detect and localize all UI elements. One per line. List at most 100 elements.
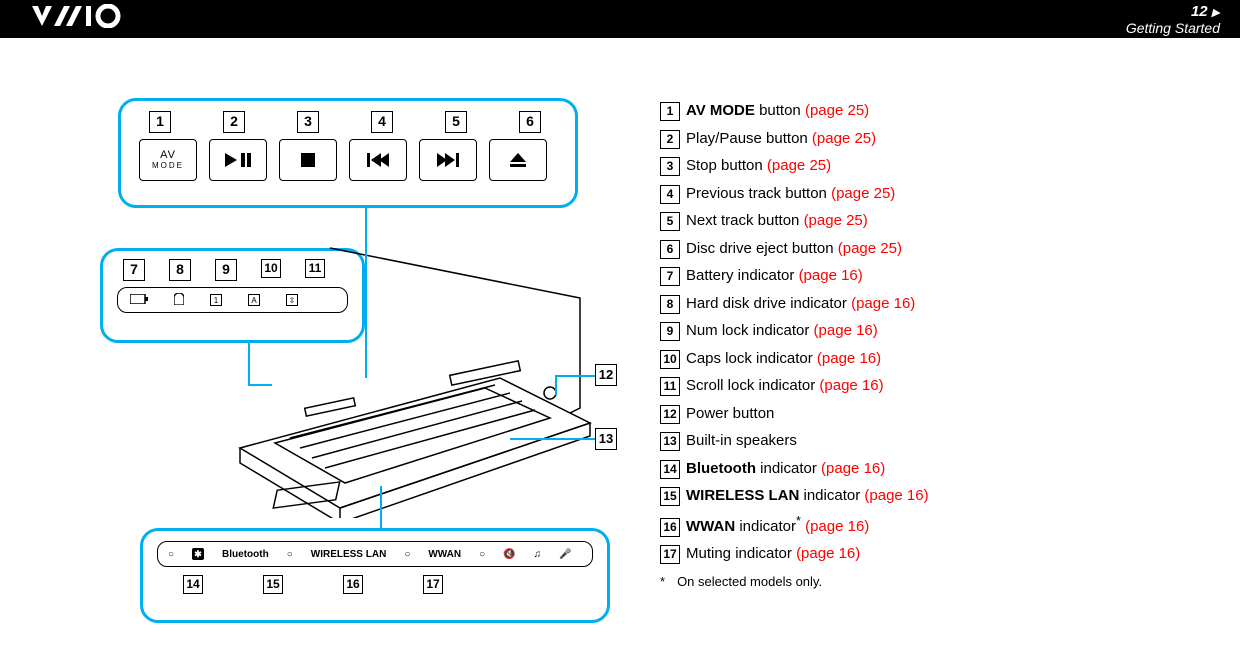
legend-text: Bluetooth indicator (page 16) bbox=[686, 456, 885, 482]
legend-num: 11 bbox=[660, 377, 680, 396]
legend-text: Muting indicator (page 16) bbox=[686, 541, 860, 567]
legend-num: 17 bbox=[660, 545, 680, 564]
legend-row: 7 Battery indicator (page 16) bbox=[660, 263, 1200, 289]
num-16: 16 bbox=[343, 575, 363, 594]
legend-num: 13 bbox=[660, 432, 680, 451]
legend-text: Disc drive eject button (page 25) bbox=[686, 236, 902, 262]
legend-num: 14 bbox=[660, 460, 680, 479]
header-right: 12 ▶ Getting Started bbox=[1126, 3, 1220, 36]
legend-num: 5 bbox=[660, 212, 680, 231]
callout-wireless: ○ ✱ Bluetooth ○ WIRELESS LAN ○ WWAN ○ 🔇 … bbox=[140, 528, 610, 623]
vaio-logo bbox=[30, 3, 140, 35]
top-num-row: 1 2 3 4 5 6 bbox=[139, 111, 557, 133]
mute-icon: 🔇 bbox=[503, 549, 515, 560]
legend-row: 8 Hard disk drive indicator (page 16) bbox=[660, 291, 1200, 317]
legend-row: 17 Muting indicator (page 16) bbox=[660, 541, 1200, 567]
bot-num-row: 14 15 16 17 bbox=[157, 575, 593, 594]
page-number: 12 bbox=[1191, 3, 1208, 20]
num-3: 3 bbox=[297, 111, 319, 133]
stop-button bbox=[279, 139, 337, 181]
num-6: 6 bbox=[519, 111, 541, 133]
legend-row: 1 AV MODE button (page 25) bbox=[660, 98, 1200, 124]
legend-row: 5Next track button (page 25) bbox=[660, 208, 1200, 234]
legend-row: 6 Disc drive eject button (page 25) bbox=[660, 236, 1200, 262]
led-icon: ○ bbox=[287, 549, 293, 560]
legend-text: Battery indicator (page 16) bbox=[686, 263, 863, 289]
num-2: 2 bbox=[223, 111, 245, 133]
callout-media-buttons: 1 2 3 4 5 6 AV MODE bbox=[118, 98, 578, 208]
play-pause-button bbox=[209, 139, 267, 181]
legend-row: 9 Num lock indicator (page 16) bbox=[660, 318, 1200, 344]
legend-row: 13Built-in speakers bbox=[660, 428, 1200, 454]
legend-row: 14 Bluetooth indicator (page 16) bbox=[660, 456, 1200, 482]
num-8: 8 bbox=[169, 259, 191, 281]
connector-line bbox=[380, 486, 382, 530]
legend-text: Stop button (page 25) bbox=[686, 153, 831, 179]
num-12: 12 bbox=[595, 364, 617, 386]
connector-line bbox=[365, 206, 367, 378]
legend-text: Hard disk drive indicator (page 16) bbox=[686, 291, 915, 317]
num-5: 5 bbox=[445, 111, 467, 133]
led-icon: ○ bbox=[404, 549, 410, 560]
nav-next-icon[interactable] bbox=[1204, 0, 1220, 4]
legend-text: Num lock indicator (page 16) bbox=[686, 318, 878, 344]
next-track-button bbox=[419, 139, 477, 181]
num-1: 1 bbox=[149, 111, 171, 133]
hdd-icon bbox=[174, 293, 184, 308]
legend-num: 8 bbox=[660, 295, 680, 314]
content-area: 1 2 3 4 5 6 AV MODE 7 bbox=[0, 38, 1240, 613]
footnote-text: On selected models only. bbox=[677, 571, 822, 593]
diagram: 1 2 3 4 5 6 AV MODE 7 bbox=[100, 98, 620, 593]
legend-num: 1 bbox=[660, 102, 680, 121]
footnote: * On selected models only. bbox=[660, 571, 1200, 593]
battery-icon bbox=[130, 294, 148, 307]
connector-line bbox=[510, 438, 595, 440]
laptop-illustration bbox=[220, 238, 600, 518]
num-4: 4 bbox=[371, 111, 393, 133]
section-title: Getting Started bbox=[1126, 20, 1220, 36]
connector-line bbox=[248, 384, 272, 386]
prev-track-button bbox=[349, 139, 407, 181]
legend-num: 12 bbox=[660, 405, 680, 424]
legend-text: WWAN indicator* (page 16) bbox=[686, 511, 869, 540]
num-7: 7 bbox=[123, 259, 145, 281]
legend-text: Scroll lock indicator (page 16) bbox=[686, 373, 884, 399]
led-icon: ○ bbox=[479, 549, 485, 560]
nav-prev-icon[interactable] bbox=[1186, 0, 1202, 4]
legend-row: 3 Stop button (page 25) bbox=[660, 153, 1200, 179]
num-15: 15 bbox=[263, 575, 283, 594]
legend-row: 16 WWAN indicator* (page 16) bbox=[660, 511, 1200, 540]
legend-num: 6 bbox=[660, 240, 680, 259]
legend-row: 2 Play/Pause button (page 25) bbox=[660, 126, 1200, 152]
bluetooth-label: Bluetooth bbox=[222, 549, 269, 560]
headphone-icon: ♫ bbox=[534, 549, 542, 560]
bluetooth-icon: ✱ bbox=[192, 548, 204, 560]
legend-num: 15 bbox=[660, 487, 680, 506]
legend-text: Power button bbox=[686, 401, 774, 427]
legend-text: Play/Pause button (page 25) bbox=[686, 126, 876, 152]
legend-num: 3 bbox=[660, 157, 680, 176]
legend-num: 9 bbox=[660, 322, 680, 341]
connector-line bbox=[555, 375, 595, 377]
legend-num: 16 bbox=[660, 518, 680, 537]
wireless-strip: ○ ✱ Bluetooth ○ WIRELESS LAN ○ WWAN ○ 🔇 … bbox=[157, 541, 593, 567]
legend-text: AV MODE button (page 25) bbox=[686, 98, 869, 124]
num-17: 17 bbox=[423, 575, 443, 594]
num-13: 13 bbox=[595, 428, 617, 450]
legend-num: 4 bbox=[660, 185, 680, 204]
num-14: 14 bbox=[183, 575, 203, 594]
legend-num: 10 bbox=[660, 350, 680, 369]
media-button-row: AV MODE bbox=[139, 139, 557, 181]
wwan-label: WWAN bbox=[428, 549, 461, 560]
legend-text: WIRELESS LAN indicator (page 16) bbox=[686, 483, 929, 509]
connector-line bbox=[248, 341, 250, 386]
connector-line bbox=[555, 375, 557, 395]
legend-text: Caps lock indicator (page 16) bbox=[686, 346, 881, 372]
legend-num: 7 bbox=[660, 267, 680, 286]
header-bar: 12 ▶ Getting Started bbox=[0, 0, 1240, 38]
footnote-mark: * bbox=[660, 571, 665, 593]
nav-next-small-icon[interactable]: ▶ bbox=[1212, 7, 1220, 19]
legend-num: 2 bbox=[660, 130, 680, 149]
mic-icon: 🎤 bbox=[559, 549, 571, 560]
legend-text: Previous track button (page 25) bbox=[686, 181, 895, 207]
